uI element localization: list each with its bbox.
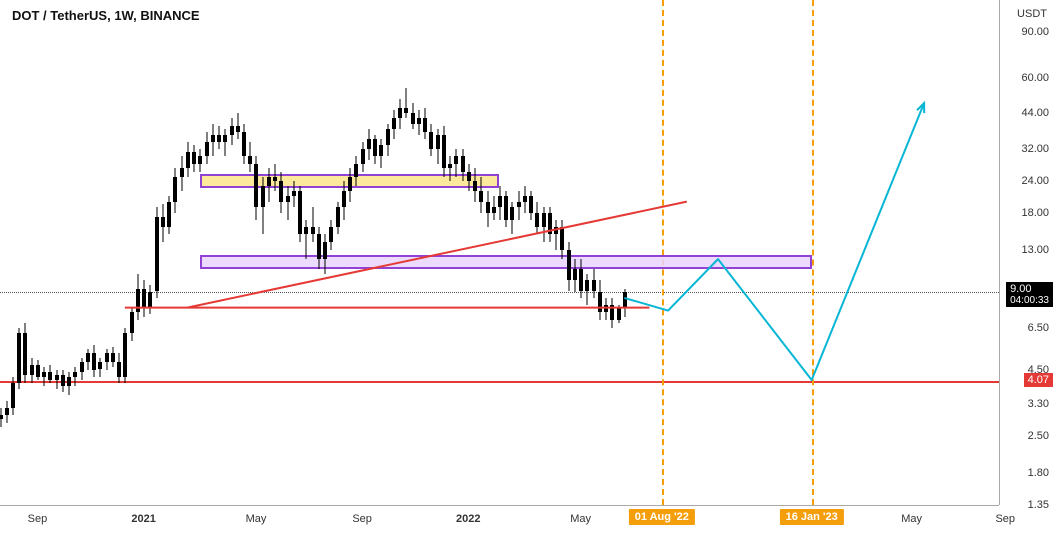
plot-area[interactable] — [0, 0, 999, 505]
y-tick-label: 18.00 — [1021, 207, 1049, 219]
y-tick-label: 44.00 — [1021, 107, 1049, 119]
current-price-value: 9.00 — [1010, 283, 1049, 295]
y-tick-label: 60.00 — [1021, 72, 1049, 84]
vertical-line[interactable] — [812, 0, 814, 505]
x-tick-label: 2021 — [131, 513, 155, 525]
x-tick-label: May — [570, 513, 591, 525]
y-tick-label: 90.00 — [1021, 26, 1049, 38]
y-tick-label: 6.50 — [1028, 322, 1049, 334]
x-tick-label: May — [246, 513, 267, 525]
x-tick-label: Sep — [352, 513, 372, 525]
y-tick-label: 1.35 — [1028, 499, 1049, 511]
y-tick-label: 2.50 — [1028, 430, 1049, 442]
x-tick-label: 01 Aug '22 — [629, 509, 695, 525]
countdown: 04:00:33 — [1010, 295, 1049, 306]
y-tick-label: 32.00 — [1021, 143, 1049, 155]
y-tick-label: 13.00 — [1021, 244, 1049, 256]
overlay-svg — [0, 0, 999, 505]
x-tick-label: Sep — [995, 513, 1015, 525]
y-tick-label: 3.30 — [1028, 398, 1049, 410]
x-tick-label: 2022 — [456, 513, 480, 525]
y-axis: USDT 90.00 60.00 44.00 32.00 24.00 18.00 13.00… — [999, 0, 1053, 505]
x-axis: Sep 2021 May Sep 2022 May 01 Aug '22 16 Jan '23… — [0, 505, 999, 533]
vertical-line[interactable] — [662, 0, 664, 505]
x-tick-label: 16 Jan '23 — [780, 509, 844, 525]
alert-price-tag: 4.07 — [1024, 373, 1053, 387]
price-zone[interactable] — [200, 255, 812, 269]
horizontal-line[interactable] — [0, 381, 999, 383]
chart-title: DOT / TetherUS, 1W, BINANCE — [12, 8, 200, 23]
y-axis-unit: USDT — [1017, 8, 1047, 20]
x-tick-label: May — [901, 513, 922, 525]
y-tick-label: 24.00 — [1021, 175, 1049, 187]
current-price-tag: 9.0004:00:33 — [1006, 282, 1053, 307]
x-tick-label: Sep — [28, 513, 48, 525]
y-tick-label: 1.80 — [1028, 467, 1049, 479]
